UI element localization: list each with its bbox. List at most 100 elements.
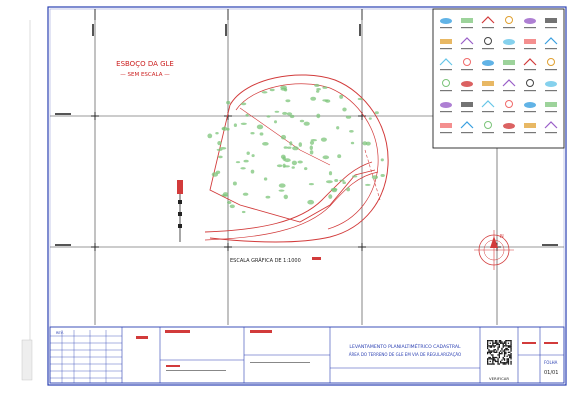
qr-module xyxy=(492,356,493,357)
qr-module xyxy=(503,345,504,346)
qr-module xyxy=(509,345,510,346)
qr-module xyxy=(499,340,500,341)
scale-caption: ESCALA GRÁFICA DE 1:1000 xyxy=(230,257,301,264)
tree-symbol xyxy=(236,161,240,163)
qr-module xyxy=(508,354,509,355)
legend-symbol-caption xyxy=(545,69,557,70)
legend-symbol xyxy=(461,18,473,23)
qr-module xyxy=(496,343,497,344)
qr-module xyxy=(510,362,511,363)
qr-module xyxy=(501,353,502,354)
qr-module xyxy=(499,354,500,355)
qr-module xyxy=(491,347,492,348)
tree-symbol xyxy=(218,156,223,159)
tree-symbol xyxy=(352,175,357,177)
legend-symbol xyxy=(503,60,515,65)
legend-symbol-caption xyxy=(461,27,473,28)
qr-module xyxy=(487,362,488,363)
tree-symbol xyxy=(234,123,237,127)
legend-symbol-caption xyxy=(440,132,452,133)
legend-symbol-caption xyxy=(482,27,494,28)
tree-symbol xyxy=(262,142,269,146)
project-title-line2: ÁREA DO TERRENO DE GLE EM VIA DE REGULAR… xyxy=(349,352,461,357)
qr-module xyxy=(492,358,493,359)
sheet-number: 01/01 xyxy=(544,370,558,376)
tree-symbol xyxy=(331,188,338,191)
qr-module xyxy=(501,352,502,353)
tree-symbol xyxy=(321,138,327,142)
tree-symbol xyxy=(266,196,271,199)
legend-symbol-caption xyxy=(482,69,494,70)
qr-module xyxy=(497,360,498,361)
qr-module xyxy=(509,340,510,341)
qr-module xyxy=(504,353,505,354)
tree-symbol xyxy=(381,174,385,177)
qr-module xyxy=(496,341,497,342)
legend-symbol xyxy=(440,102,452,108)
tree-symbol xyxy=(287,147,292,149)
tree-symbol xyxy=(336,126,339,129)
legend-symbol xyxy=(524,18,536,24)
tree-symbol xyxy=(281,88,288,91)
qr-module xyxy=(490,363,491,364)
tree-symbol xyxy=(233,182,237,186)
legend-symbol xyxy=(545,81,557,87)
qr-module xyxy=(490,345,491,346)
legend-symbol xyxy=(545,102,557,107)
qr-caption: VERIFICAR xyxy=(489,376,509,381)
qr-module xyxy=(504,356,505,357)
qr-module xyxy=(497,363,498,364)
qr-module xyxy=(492,344,493,345)
qr-module xyxy=(492,343,493,344)
legend-symbol-caption xyxy=(524,132,536,133)
legend-symbol xyxy=(524,39,536,44)
tree-symbol xyxy=(323,155,330,159)
qr-module xyxy=(488,345,489,346)
legend-symbol xyxy=(503,39,515,45)
qr-module xyxy=(488,349,489,350)
qr-module xyxy=(508,363,509,364)
qr-module xyxy=(504,354,505,355)
qr-module xyxy=(509,357,510,358)
qr-module xyxy=(491,358,492,359)
qr-module xyxy=(487,352,488,353)
qr-module xyxy=(510,344,511,345)
qr-module xyxy=(509,354,510,355)
qr-module xyxy=(499,353,500,354)
tree-symbol xyxy=(322,99,328,101)
qr-module xyxy=(505,363,506,364)
qr-module xyxy=(495,343,496,344)
qr-module xyxy=(505,348,506,349)
legend-symbol-caption xyxy=(524,111,536,112)
legend-symbol-caption xyxy=(461,132,473,133)
qr-module xyxy=(492,360,493,361)
legend-symbol-caption xyxy=(440,90,452,91)
qr-module xyxy=(488,363,489,364)
tree-symbol xyxy=(222,127,227,131)
legend-symbol-caption xyxy=(461,111,473,112)
tree-symbol xyxy=(242,211,246,213)
qr-module xyxy=(494,360,495,361)
tree-symbol xyxy=(316,90,319,93)
qr-module xyxy=(501,341,502,342)
tree-symbol xyxy=(316,114,320,119)
qr-module xyxy=(510,341,511,342)
qr-module xyxy=(488,350,489,351)
qr-module xyxy=(507,349,508,350)
qr-module xyxy=(487,345,488,346)
tree-symbol xyxy=(346,187,350,191)
legend-symbol xyxy=(461,102,473,107)
tree-symbol xyxy=(310,145,313,150)
qr-module xyxy=(494,358,495,359)
tree-symbol xyxy=(212,172,218,177)
qr-module xyxy=(487,347,488,348)
legend-symbol-caption xyxy=(545,111,557,112)
qr-module xyxy=(503,357,504,358)
qr-module xyxy=(505,353,506,354)
qr-module xyxy=(490,347,491,348)
qr-module xyxy=(507,358,508,359)
qr-module xyxy=(504,358,505,359)
legend-symbol-caption xyxy=(503,69,515,70)
qr-module xyxy=(497,348,498,349)
